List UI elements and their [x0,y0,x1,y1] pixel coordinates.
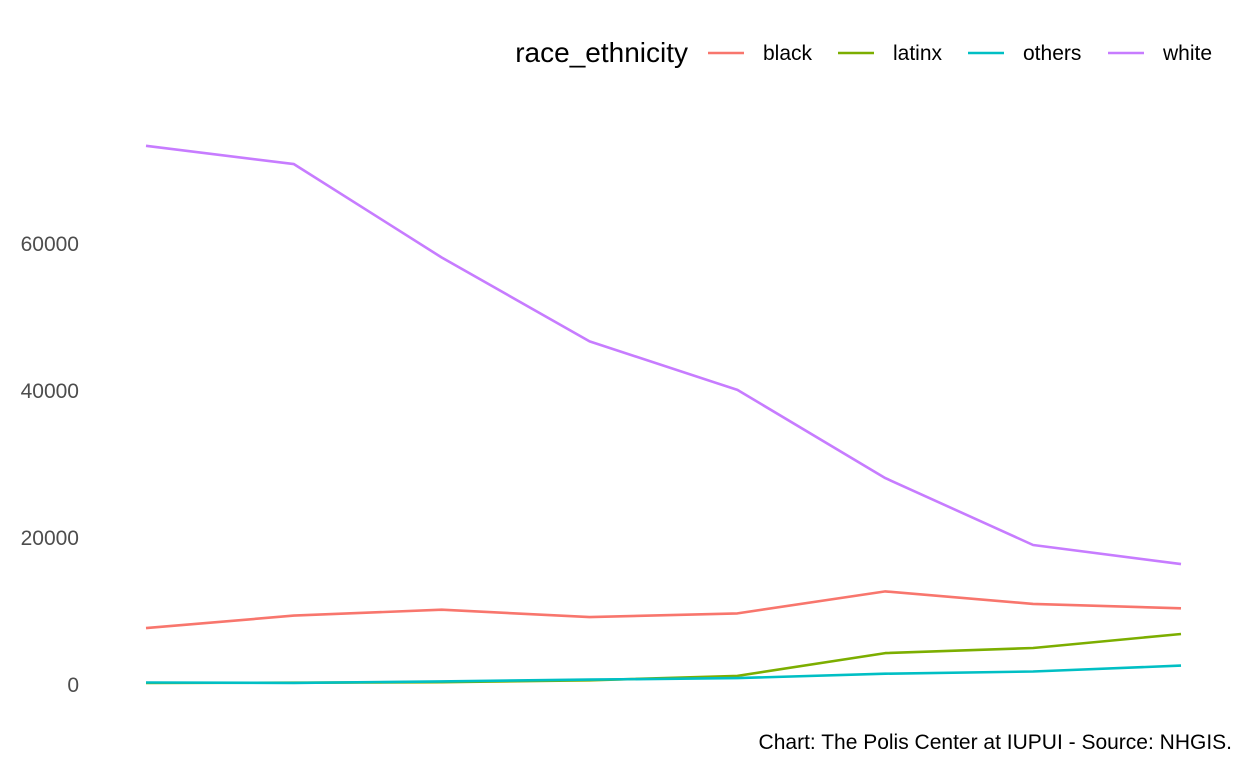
series-line-white [145,144,1182,566]
y-tick-label: 0 [67,674,79,697]
series-layer [145,144,1182,685]
legend-item-latinx: latinx [838,42,943,65]
legend: race_ethnicity black latinx others white [515,37,1212,68]
series-line-black [145,590,1182,630]
series-line-latinx [145,632,1182,685]
y-tick-label: 60000 [21,233,79,256]
legend-item-white: white [1108,42,1212,65]
legend-label-latinx: latinx [893,42,943,65]
series-line-others [145,664,1182,685]
y-tick-label: 40000 [21,380,79,403]
legend-items: black latinx others white [708,42,1212,65]
legend-label-others: others [1023,42,1081,65]
legend-title: race_ethnicity [515,37,688,68]
chart-caption: Chart: The Polis Center at IUPUI - Sourc… [759,731,1232,754]
legend-item-black: black [708,42,813,65]
y-axis: 0 20000 40000 60000 [21,233,79,697]
legend-label-black: black [763,42,813,65]
legend-label-white: white [1162,42,1212,65]
legend-item-others: others [968,42,1081,65]
y-tick-label: 20000 [21,527,79,550]
